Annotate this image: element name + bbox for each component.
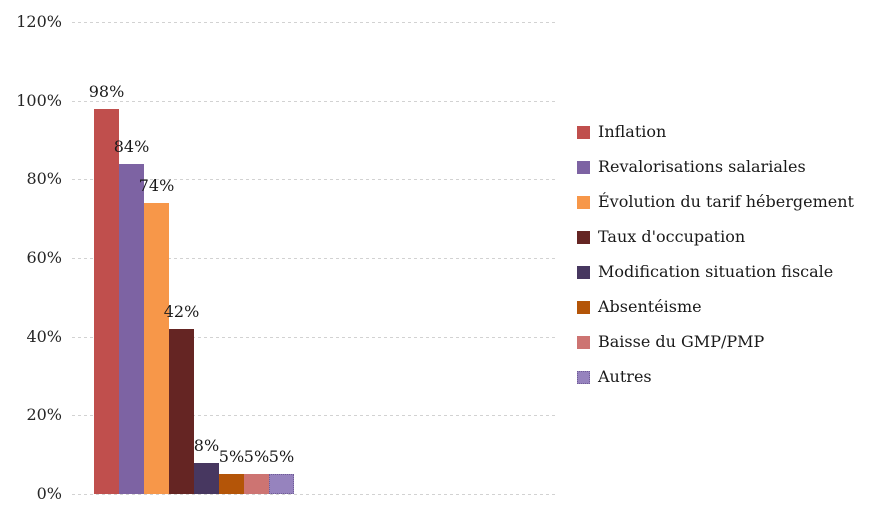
bar (119, 163, 144, 494)
y-tick-label: 40% (26, 327, 62, 346)
gridline (72, 258, 557, 259)
bar-value-label: 5% (243, 447, 270, 467)
legend-label: Baisse du GMP/PMP (598, 332, 765, 351)
legend-swatch-icon (577, 195, 590, 209)
legend-swatch-icon (577, 230, 590, 244)
legend-item: Revalorisations salariales (577, 156, 854, 178)
legend-item: Modification situation fiscale (577, 261, 854, 283)
legend-label: Taux d'occupation (598, 227, 746, 246)
bar-value-label: 98% (88, 81, 125, 101)
gridline (72, 415, 557, 416)
legend: Inflation Revalorisations salariales Évolu… (577, 121, 854, 401)
bar (94, 108, 119, 494)
y-tick-label: 60% (26, 248, 62, 267)
legend-swatch-icon (577, 335, 590, 349)
legend-item: Absentéisme (577, 296, 854, 318)
bar-value-label: 42% (163, 301, 200, 321)
bar-value-label: 8% (193, 435, 220, 455)
legend-label: Modification situation fiscale (598, 262, 834, 281)
bar (144, 202, 169, 494)
legend-label: Revalorisations salariales (598, 157, 806, 176)
y-tick-label: 0% (36, 484, 62, 503)
gridline (72, 337, 557, 338)
bar (269, 474, 294, 494)
bar (169, 328, 194, 494)
legend-label: Évolution du tarif hébergement (598, 192, 854, 211)
legend-label: Autres (598, 367, 652, 386)
bar (219, 474, 244, 494)
gridline (72, 22, 557, 23)
legend-swatch-icon (577, 300, 590, 314)
legend-swatch-icon (577, 125, 590, 139)
y-tick-label: 80% (26, 169, 62, 188)
y-tick-label: 20% (26, 405, 62, 424)
legend-swatch-icon (577, 370, 590, 384)
bar-value-label: 74% (138, 175, 175, 195)
legend-item: Inflation (577, 121, 854, 143)
bar (244, 474, 269, 494)
legend-swatch-icon (577, 265, 590, 279)
y-tick-label: 120% (16, 12, 62, 31)
legend-item: Taux d'occupation (577, 226, 854, 248)
bar-value-label: 5% (218, 447, 245, 467)
gridline (72, 494, 557, 495)
y-tick-label: 100% (16, 91, 62, 110)
legend-label: Absentéisme (598, 297, 702, 316)
gridline (72, 101, 557, 102)
bar-value-label: 5% (268, 447, 295, 467)
gridline (72, 179, 557, 180)
bar (194, 462, 219, 494)
legend-item: Baisse du GMP/PMP (577, 331, 854, 353)
legend-swatch-icon (577, 160, 590, 174)
bar-value-label: 84% (113, 136, 150, 156)
legend-item: Autres (577, 366, 854, 388)
legend-item: Évolution du tarif hébergement (577, 191, 854, 213)
legend-label: Inflation (598, 122, 667, 141)
